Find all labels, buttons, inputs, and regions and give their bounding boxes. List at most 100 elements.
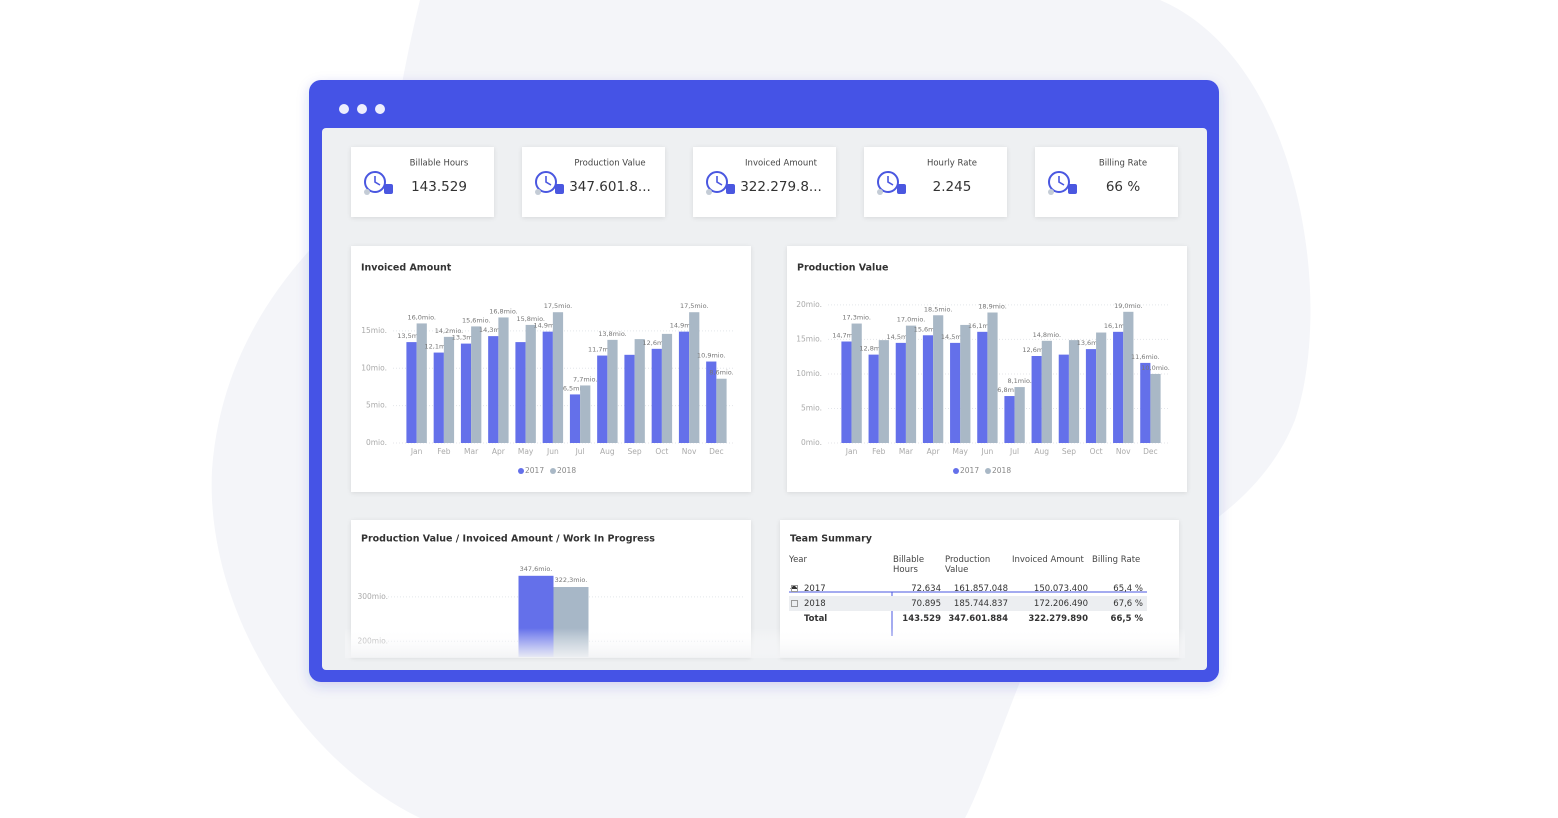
kpi-icon [887, 176, 894, 186]
bar [716, 378, 727, 443]
x-tick-label: May [952, 447, 968, 456]
bar [498, 317, 509, 443]
value-label: 14,8mio. [1033, 331, 1062, 339]
kpi-icon [716, 176, 723, 186]
kpi-icon [384, 184, 393, 194]
x-tick-label: May [518, 447, 534, 456]
y-tick-label: 0mio. [366, 438, 387, 447]
bar [895, 342, 906, 443]
cell-text: 72.634 [911, 583, 941, 594]
bar [922, 335, 934, 443]
bar [525, 324, 536, 443]
kpi-icon [1058, 176, 1065, 186]
y-tick-label: 15mio. [796, 334, 822, 343]
bar [542, 331, 553, 443]
table-cell: 347.601.884 [945, 611, 1012, 626]
bar [960, 324, 971, 443]
kpi-value: 322.279.8... [740, 179, 822, 195]
value-label: 17,3mio. [842, 314, 871, 322]
x-tick-label: Feb [872, 447, 886, 456]
table-title: Team Summary [790, 534, 873, 545]
column-header: Billing Rate [1092, 555, 1147, 581]
cell-text: 70.895 [911, 598, 941, 609]
table-row: 2018 70.895 185.744.837 172.206.490 67,6 % [789, 596, 1147, 611]
bar [433, 352, 444, 443]
expand-icon [791, 584, 798, 592]
kpi-label: Hourly Rate [927, 159, 977, 169]
cell-text: 67,6 % [1113, 598, 1143, 609]
bar [515, 342, 526, 443]
value-label: 14,3mio. [479, 326, 508, 334]
cell-text: 347.601.884 [948, 613, 1008, 624]
kpi-icon [706, 171, 728, 193]
bar [977, 331, 988, 443]
y-tick-label: 10mio. [361, 363, 387, 372]
y-tick-label: 20mio. [796, 300, 822, 309]
kpi-icon [555, 184, 564, 194]
value-label: 8,1mio. [1007, 377, 1031, 385]
cell-text: 150.073.400 [1033, 583, 1088, 594]
bar [1004, 396, 1015, 443]
legend-swatch [518, 468, 524, 474]
cell-text: 322.279.890 [1028, 613, 1088, 624]
bar [1014, 387, 1025, 443]
x-tick-label: Jul [575, 447, 585, 456]
x-tick-label: Mar [899, 447, 914, 456]
bar [607, 339, 618, 443]
value-label: 11,6mio. [1131, 353, 1160, 361]
bar [1150, 373, 1161, 443]
x-tick-label: Jan [410, 447, 423, 456]
bar [878, 340, 889, 443]
y-tick-label: 5mio. [366, 401, 387, 410]
kpi-icon [897, 184, 906, 194]
column-header: Year [789, 555, 893, 581]
y-tick-label: 5mio. [801, 403, 822, 412]
x-tick-label: Apr [492, 447, 506, 456]
kpi-label: Invoiced Amount [745, 159, 818, 169]
value-label: 13,3mio. [452, 334, 481, 342]
value-label: 15,6mio. [914, 325, 943, 333]
bar [460, 343, 472, 443]
x-tick-label: Oct [655, 447, 668, 456]
x-tick-label: Sep [1062, 447, 1076, 456]
kpi-label: Billing Rate [1099, 159, 1147, 169]
value-label: 8,6mio. [709, 369, 733, 377]
window-dot [375, 104, 385, 114]
bar [689, 312, 700, 443]
x-tick-label: Mar [464, 447, 479, 456]
column-header-text: Production Value [945, 555, 991, 575]
bar [1123, 311, 1134, 443]
bar [553, 587, 589, 657]
table-cell: 66,5 % [1092, 611, 1147, 626]
x-tick-label: Aug [600, 447, 615, 456]
x-tick-label: Jul [1009, 447, 1019, 456]
bar [634, 339, 645, 443]
cell-text: 2017 [804, 583, 826, 594]
bar [597, 355, 608, 443]
value-label: 347,6mio. [520, 565, 553, 573]
bar [651, 348, 662, 443]
kpi-icon [1068, 184, 1077, 194]
x-tick-label: Jun [546, 447, 559, 456]
value-label: 14,9mio. [670, 322, 699, 330]
bar [1096, 332, 1107, 443]
value-label: 18,9mio. [978, 303, 1007, 311]
x-tick-label: Jun [981, 447, 994, 456]
value-label: 14,2mio. [435, 327, 464, 335]
column-header: Invoiced Amount [1012, 555, 1092, 581]
value-label: 12,8mio. [859, 345, 888, 353]
table-header: Year Billable Hours Production Value Invoic… [789, 555, 1147, 581]
kpi-value: 66 % [1106, 179, 1140, 195]
y-tick-label: 200mio. [357, 636, 388, 645]
value-label: 17,5mio. [544, 302, 573, 310]
value-label: 6,5mio. [563, 384, 587, 392]
x-tick-label: Sep [628, 447, 642, 456]
cell-text: Total [804, 613, 828, 624]
y-tick-label: 15mio. [361, 326, 387, 335]
bar [851, 323, 862, 443]
x-tick-label: Apr [927, 447, 941, 456]
value-label: 13,8mio. [598, 330, 627, 338]
table-cell: 322.279.890 [1012, 611, 1092, 626]
column-header: Production Value [945, 555, 1012, 581]
team-summary-table: Year Billable Hours Production Value Invoic… [789, 555, 1147, 626]
